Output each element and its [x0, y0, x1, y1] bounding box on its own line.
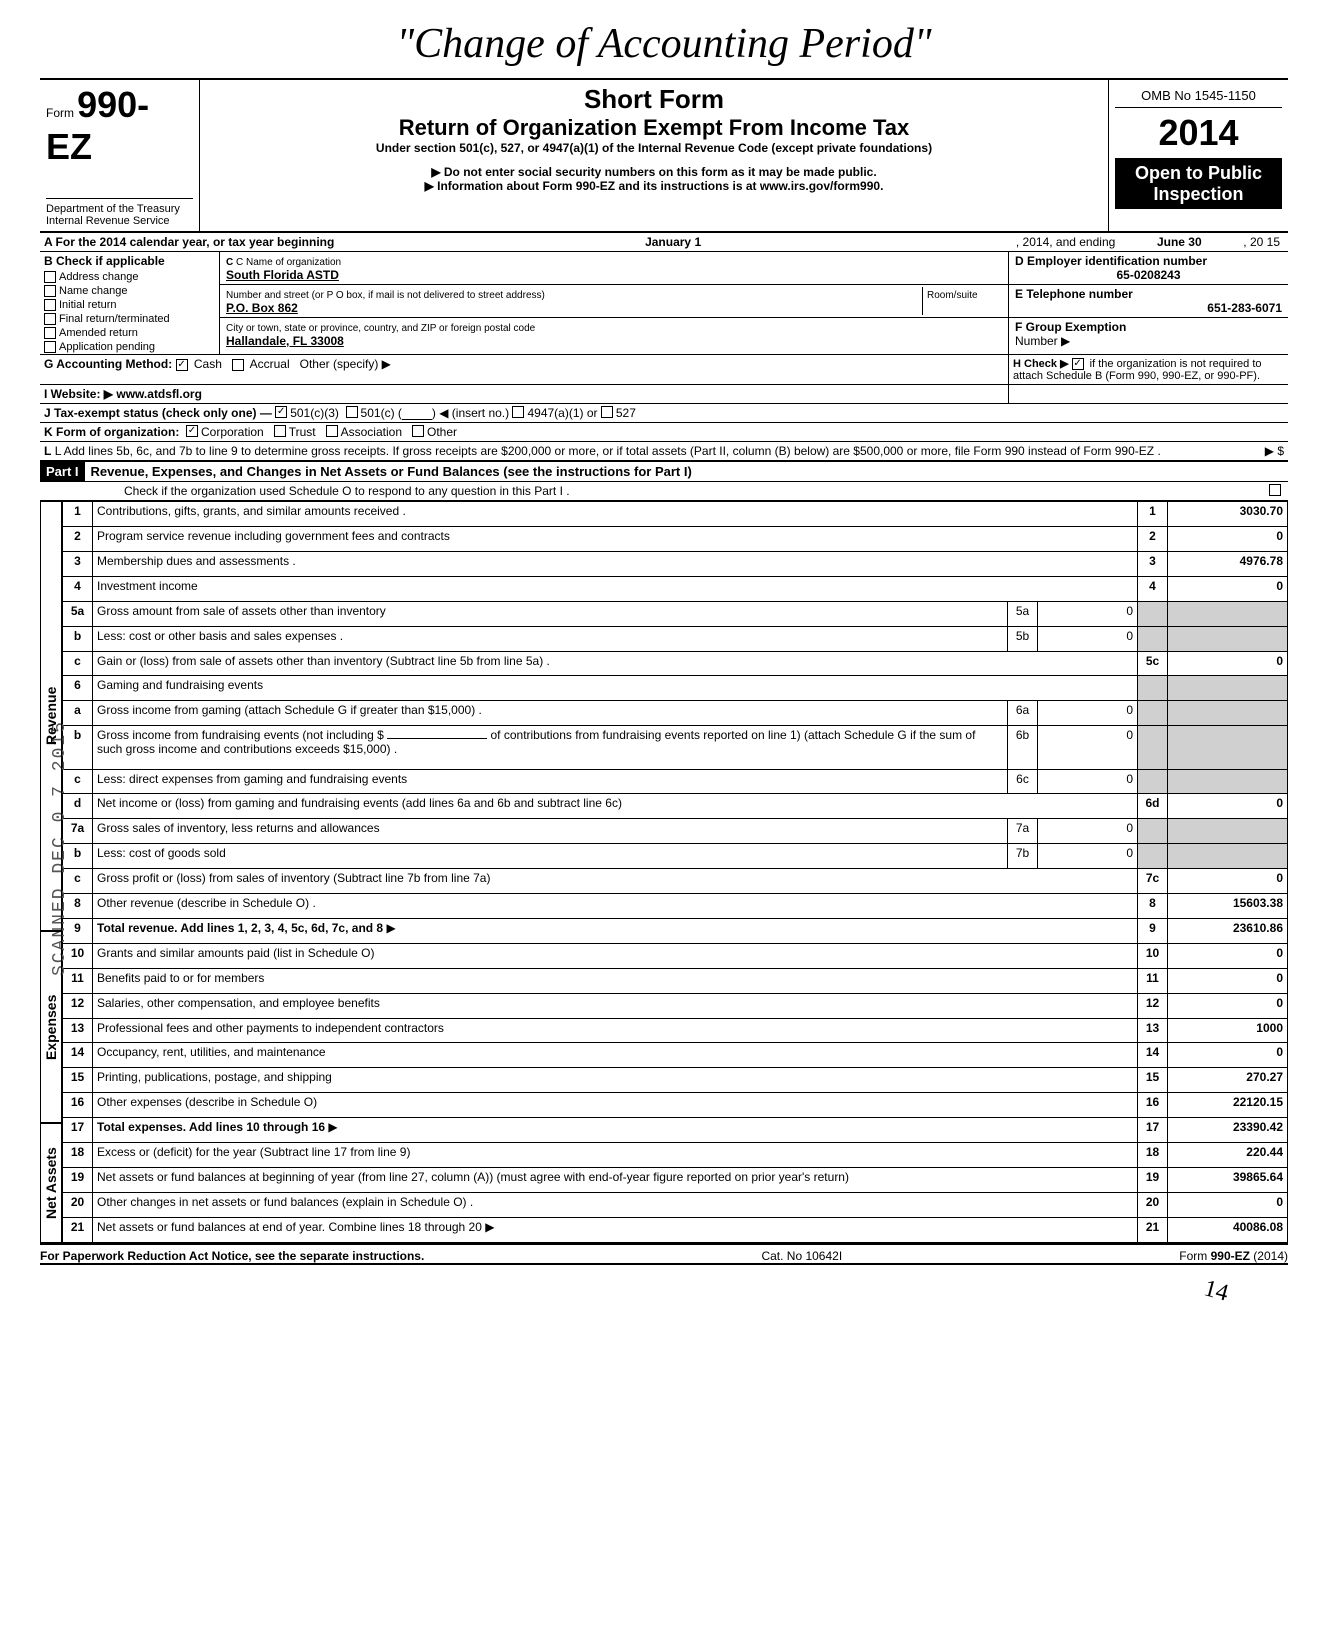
irs-label: Internal Revenue Service — [46, 215, 193, 227]
line15-amount: 270.27 — [1168, 1068, 1288, 1093]
group-exempt-label: F Group Exemption — [1015, 320, 1126, 334]
room-label: Room/suite — [927, 290, 978, 301]
check-schedule-b[interactable] — [1072, 358, 1084, 370]
section-l-text: L Add lines 5b, 6c, and 7b to line 9 to … — [55, 444, 1161, 458]
section-h-label: H Check ▶ — [1013, 358, 1069, 370]
lines-table: 1Contributions, gifts, grants, and simil… — [62, 501, 1288, 1243]
line9-amount: 23610.86 — [1168, 918, 1288, 943]
tax-year-begin: January 1 — [334, 235, 1012, 249]
part1-check-line: Check if the organization used Schedule … — [44, 484, 1269, 498]
check-address-change[interactable]: Address change — [40, 270, 219, 284]
check-corp[interactable] — [186, 425, 198, 437]
section-a-mid: , 2014, and ending — [1016, 235, 1115, 249]
footer-cat: Cat. No 10642I — [761, 1249, 842, 1263]
check-name-change[interactable]: Name change — [40, 284, 219, 298]
line12-amount: 0 — [1168, 993, 1288, 1018]
line10-amount: 0 — [1168, 943, 1288, 968]
phone-label: E Telephone number — [1015, 287, 1133, 301]
section-a-label: A For the 2014 calendar year, or tax yea… — [44, 235, 334, 249]
form-prefix: Form — [46, 106, 74, 120]
handwritten-note: "Change of Accounting Period" — [40, 20, 1288, 68]
section-a-row: A For the 2014 calendar year, or tax yea… — [40, 233, 1288, 252]
section-j-label: J Tax-exempt status (check only one) — — [44, 406, 272, 420]
phone-value: 651-283-6071 — [1015, 301, 1282, 315]
street-label: Number and street (or P O box, if mail i… — [226, 290, 545, 301]
org-name: South Florida ASTD — [226, 268, 339, 282]
section-i-label: I Website: ▶ — [44, 387, 113, 401]
group-number-label: Number ▶ — [1015, 334, 1070, 348]
line17-amount: 23390.42 — [1168, 1118, 1288, 1143]
part1-label: Part I — [40, 462, 85, 481]
line13-amount: 1000 — [1168, 1018, 1288, 1043]
ein-value: 65-0208243 — [1015, 268, 1282, 282]
line3-amount: 4976.78 — [1168, 551, 1288, 576]
revenue-label: Revenue — [40, 501, 62, 931]
ein-label: D Employer identification number — [1015, 254, 1207, 268]
tax-year-end-month: June 30 — [1119, 235, 1239, 249]
website-value: www.atdsfl.org — [116, 387, 202, 401]
line21-amount: 40086.08 — [1168, 1217, 1288, 1242]
check-initial-return[interactable]: Initial return — [40, 298, 219, 312]
check-cash[interactable] — [176, 359, 188, 371]
check-final-return[interactable]: Final return/terminated — [40, 312, 219, 326]
form-title: Return of Organization Exempt From Incom… — [208, 115, 1100, 141]
expenses-label: Expenses — [40, 931, 62, 1123]
section-k-label: K Form of organization: — [44, 425, 179, 439]
dept-treasury: Department of the Treasury — [46, 203, 193, 215]
check-4947[interactable] — [512, 406, 524, 418]
form-number: 990-EZ — [46, 84, 149, 167]
open-public-label: Open to Public Inspection — [1115, 159, 1282, 209]
tax-year-end-year: , 20 15 — [1243, 235, 1280, 249]
line1-amount: 3030.70 — [1168, 502, 1288, 527]
line4-amount: 0 — [1168, 576, 1288, 601]
check-501c3[interactable] — [275, 406, 287, 418]
check-assoc[interactable] — [326, 425, 338, 437]
check-trust[interactable] — [274, 425, 286, 437]
line8-amount: 15603.38 — [1168, 894, 1288, 919]
line18-amount: 220.44 — [1168, 1143, 1288, 1168]
section-c-label: C Name of organization — [236, 257, 341, 268]
form-subtitle: Under section 501(c), 527, or 4947(a)(1)… — [208, 141, 1100, 155]
section-b-label: B Check if applicable — [40, 252, 219, 270]
check-pending[interactable]: Application pending — [40, 340, 219, 354]
short-form-label: Short Form — [208, 84, 1100, 115]
ssn-warning: ▶ Do not enter social security numbers o… — [208, 165, 1100, 179]
line19-amount: 39865.64 — [1168, 1168, 1288, 1193]
footer-left: For Paperwork Reduction Act Notice, see … — [40, 1249, 424, 1263]
footer-form: Form 990-EZ (2014) — [1179, 1249, 1288, 1263]
check-other-org[interactable] — [412, 425, 424, 437]
line11-amount: 0 — [1168, 968, 1288, 993]
line20-amount: 0 — [1168, 1192, 1288, 1217]
line5c-amount: 0 — [1168, 651, 1288, 676]
check-schedule-o[interactable] — [1269, 484, 1281, 496]
check-501c[interactable] — [346, 406, 358, 418]
check-accrual[interactable] — [232, 359, 244, 371]
line16-amount: 22120.15 — [1168, 1093, 1288, 1118]
org-street: P.O. Box 862 — [226, 301, 298, 315]
page-number: 14 — [1201, 1275, 1231, 1307]
line2-amount: 0 — [1168, 527, 1288, 552]
line7c-amount: 0 — [1168, 869, 1288, 894]
check-527[interactable] — [601, 406, 613, 418]
netassets-label: Net Assets — [40, 1123, 62, 1243]
omb-number: OMB No 1545-1150 — [1115, 84, 1282, 108]
tax-year: 14 — [1199, 112, 1239, 153]
line14-amount: 0 — [1168, 1043, 1288, 1068]
info-link: ▶ Information about Form 990-EZ and its … — [208, 179, 1100, 193]
city-label: City or town, state or province, country… — [226, 323, 535, 334]
section-l-amount: ▶ $ — [1184, 444, 1284, 458]
check-amended[interactable]: Amended return — [40, 326, 219, 340]
part1-title: Revenue, Expenses, and Changes in Net As… — [85, 462, 1288, 481]
line6d-amount: 0 — [1168, 794, 1288, 819]
org-city: Hallandale, FL 33008 — [226, 334, 344, 348]
section-g-label: G Accounting Method: — [44, 357, 172, 371]
